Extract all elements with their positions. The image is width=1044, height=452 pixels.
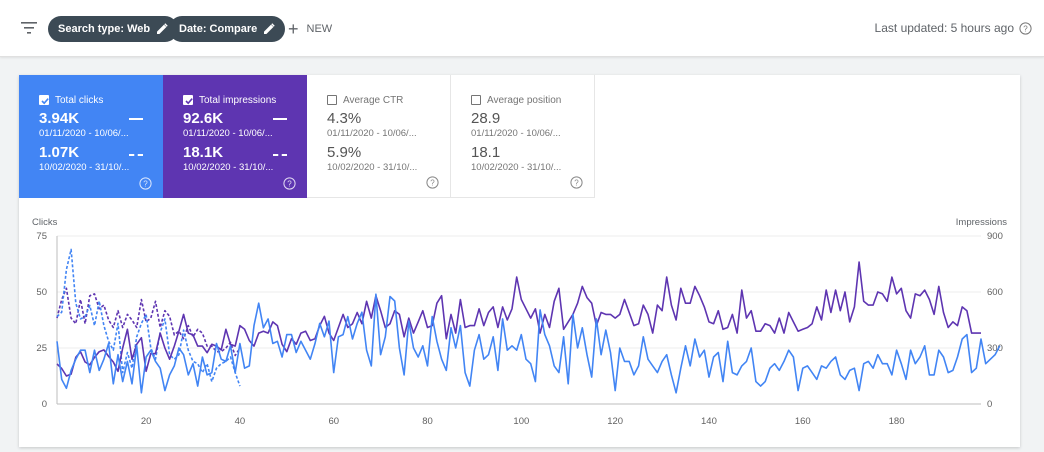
- plus-icon: +: [288, 19, 299, 39]
- metric-label: Average CTR: [343, 94, 404, 106]
- help-icon[interactable]: ?: [570, 176, 583, 189]
- svg-text:?: ?: [574, 178, 579, 187]
- svg-text:?: ?: [430, 178, 435, 187]
- right-tick-label: 900: [987, 231, 1003, 242]
- metric-value-compare: 5.9%: [327, 144, 362, 161]
- checkbox-checked-icon[interactable]: [39, 95, 49, 105]
- x-tick-label: 100: [513, 416, 529, 427]
- svg-text:?: ?: [143, 179, 148, 188]
- metric-value-compare: 1.07K: [39, 144, 80, 161]
- metric-date-compare: 10/02/2020 - 31/10/...: [471, 162, 562, 173]
- checkbox-unchecked-icon[interactable]: [471, 95, 481, 105]
- dashed-line-legend-icon: [273, 154, 287, 156]
- date-chip-label: Date: Compare: [179, 23, 258, 35]
- filter-icon[interactable]: [20, 20, 38, 36]
- help-icon[interactable]: ?: [426, 176, 439, 189]
- metric-date-current: 01/11/2020 - 10/06/...: [471, 128, 561, 139]
- performance-chart[interactable]: Clicks Impressions 0 25 50 75 0 300 600 900 20 40…: [19, 215, 1020, 447]
- x-tick-label: 180: [889, 416, 905, 427]
- metric-average-position[interactable]: Average position 28.9 01/11/2020 - 10/06…: [451, 75, 595, 198]
- metric-date-compare: 10/02/2020 - 31/10/...: [39, 162, 130, 173]
- search-type-chip-label: Search type: Web: [58, 23, 151, 35]
- left-tick-label: 25: [36, 343, 47, 354]
- metric-total-clicks[interactable]: Total clicks 3.94K 01/11/2020 - 10/06/..…: [19, 75, 163, 198]
- right-tick-label: 600: [987, 287, 1003, 298]
- x-tick-label: 140: [701, 416, 717, 427]
- solid-line-legend-icon: [129, 118, 143, 120]
- left-tick-label: 0: [42, 399, 47, 410]
- x-tick-label: 40: [235, 416, 246, 427]
- date-chip[interactable]: Date: Compare: [169, 16, 286, 42]
- performance-card: Total clicks 3.94K 01/11/2020 - 10/06/..…: [19, 75, 1020, 447]
- pencil-icon: [157, 23, 168, 34]
- last-updated-text: Last updated: 5 hours ago: [874, 21, 1014, 35]
- pencil-icon: [264, 23, 275, 34]
- impressions-series-line: [56, 261, 981, 377]
- right-tick-label: 300: [987, 343, 1003, 354]
- left-axis-title: Clicks: [32, 217, 58, 228]
- search-type-chip[interactable]: Search type: Web: [48, 16, 179, 42]
- x-tick-label: 60: [328, 416, 339, 427]
- right-axis-title: Impressions: [955, 217, 1007, 228]
- metric-value-current: 4.3%: [327, 110, 362, 127]
- impressions-compare-series-line: [56, 287, 241, 357]
- metric-label: Total clicks: [55, 94, 104, 106]
- x-tick-label: 20: [141, 416, 152, 427]
- metric-label: Total impressions: [199, 94, 277, 106]
- svg-text:?: ?: [287, 179, 292, 188]
- metric-value-compare: 18.1: [471, 144, 501, 161]
- metric-date-compare: 10/02/2020 - 31/10/...: [327, 162, 418, 173]
- help-icon[interactable]: ?: [139, 177, 152, 190]
- new-filter-label: NEW: [306, 23, 333, 35]
- metric-date-compare: 10/02/2020 - 31/10/...: [183, 162, 274, 173]
- dashed-line-legend-icon: [129, 154, 143, 156]
- clicks-series-line: [56, 293, 1001, 394]
- metric-date-current: 01/11/2020 - 10/06/...: [39, 128, 129, 139]
- metric-value-current: 3.94K: [39, 110, 80, 127]
- help-icon[interactable]: ?: [283, 177, 296, 190]
- chart-plot[interactable]: 0 25 50 75 0 300 600 900 20 40 60 80 100 120 140 160 180: [19, 215, 1020, 447]
- checkbox-checked-icon[interactable]: [183, 95, 193, 105]
- new-filter-button[interactable]: + NEW: [288, 18, 332, 40]
- metric-average-ctr[interactable]: Average CTR 4.3% 01/11/2020 - 10/06/... …: [307, 75, 451, 198]
- metric-label: Average position: [487, 94, 562, 106]
- left-tick-label: 75: [36, 231, 47, 242]
- x-tick-label: 80: [422, 416, 433, 427]
- clicks-compare-series-line: [56, 248, 241, 387]
- metric-value-current: 28.9: [471, 110, 501, 127]
- metric-date-current: 01/11/2020 - 10/06/...: [183, 128, 273, 139]
- last-updated: Last updated: 5 hours ago ?: [875, 21, 1032, 35]
- checkbox-unchecked-icon[interactable]: [327, 95, 337, 105]
- x-tick-label: 160: [795, 416, 811, 427]
- svg-text:?: ?: [1023, 24, 1028, 33]
- right-tick-label: 0: [987, 399, 992, 410]
- solid-line-legend-icon: [273, 118, 287, 120]
- help-icon[interactable]: ?: [1019, 21, 1032, 35]
- metric-value-current: 92.6K: [183, 110, 224, 127]
- metric-value-compare: 18.1K: [183, 144, 224, 161]
- metric-total-impressions[interactable]: Total impressions 92.6K 01/11/2020 - 10/…: [163, 75, 307, 198]
- left-tick-label: 50: [36, 287, 47, 298]
- x-tick-label: 120: [607, 416, 623, 427]
- toolbar: Search type: Web Date: Compare + NEW Las…: [0, 0, 1044, 57]
- metric-date-current: 01/11/2020 - 10/06/...: [327, 128, 417, 139]
